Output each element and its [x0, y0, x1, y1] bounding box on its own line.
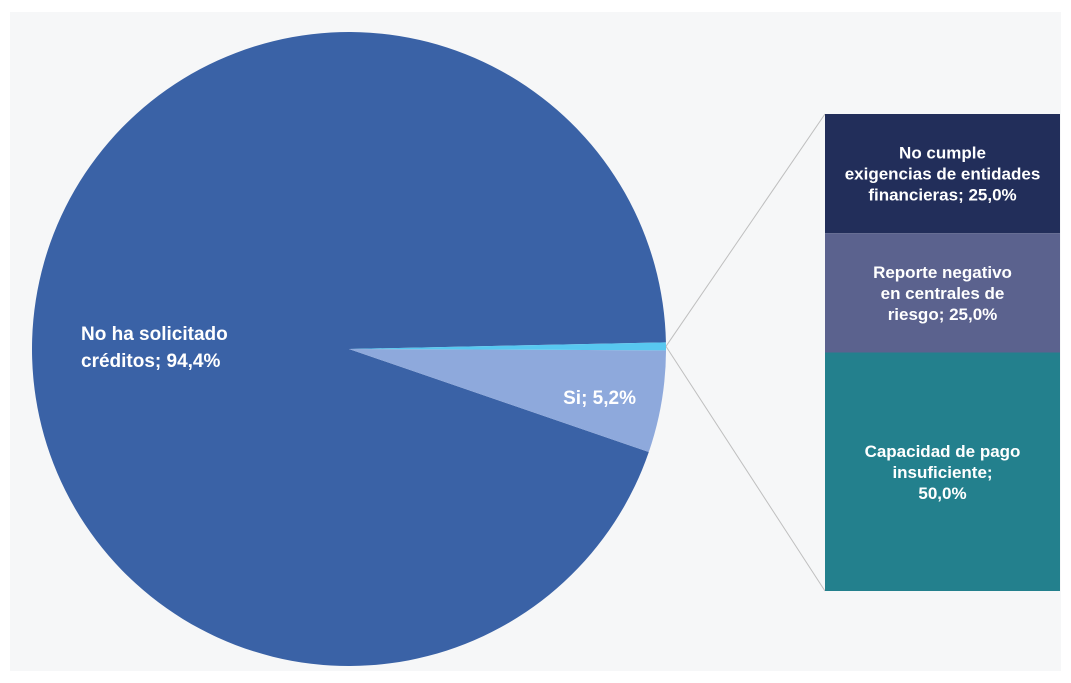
connector-lines	[665, 113, 826, 592]
stacked-bar	[825, 114, 1060, 591]
pie-label-no-ha-solicitado: No ha solicitado créditos; 94,4%	[81, 324, 228, 372]
bar-segment-reporte-negativo	[825, 233, 1060, 353]
pie-slice-small	[349, 342, 667, 351]
connector-line-top	[665, 113, 826, 347]
pie-label-si: Si; 5,2%	[563, 388, 636, 409]
bar-segment-no-cumple	[825, 114, 1060, 234]
bar-of-pie-chart: No ha solicitado créditos; 94,4% Si; 5,2% …	[10, 12, 1061, 671]
chart-svg: No ha solicitado créditos; 94,4%Si; 5,2% …	[31, 32, 1060, 667]
bar-segment-reporte-negativo-label: Reporte negativo en centrales de riesgo; 2…	[873, 263, 1012, 324]
bar-labels: No cumple exigencias de entidades financie…	[845, 144, 1041, 503]
pie-slice-si	[349, 349, 666, 452]
bar-segment-capacidad-pago	[825, 352, 1060, 591]
pie	[31, 32, 667, 667]
pie-labels: No ha solicitado créditos; 94,4% Si; 5,2%	[81, 324, 636, 409]
bar-segment-no-cumple-label: No cumple exigencias de entidades financie…	[845, 144, 1041, 205]
pie-slice-no-ha-solicitado	[31, 32, 666, 667]
connector-line-bottom	[665, 346, 826, 592]
bar-segment-capacidad-pago-label: Capacidad de pago insuficiente; 50,0%	[865, 442, 1021, 503]
